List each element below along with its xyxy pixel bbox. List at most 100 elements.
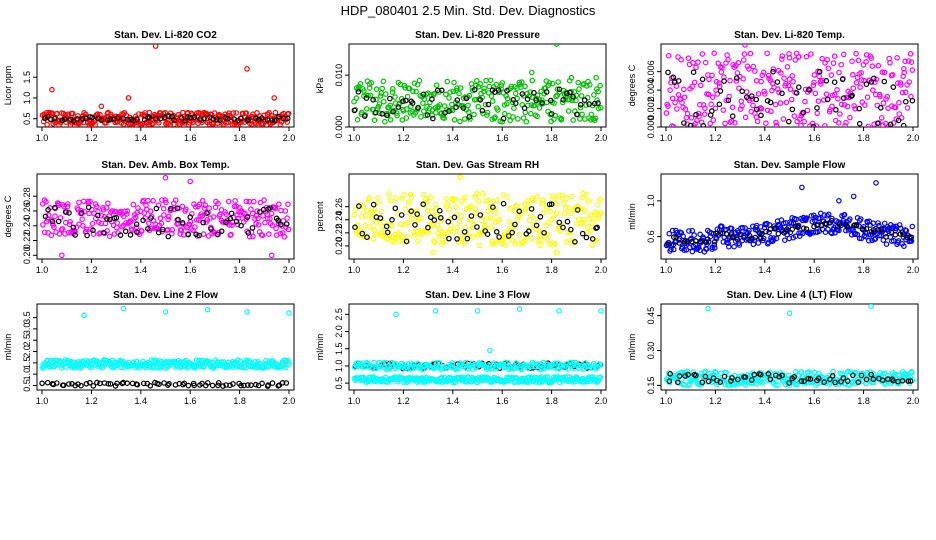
data-point [525, 228, 532, 235]
data-point [775, 382, 781, 388]
data-point [395, 104, 402, 110]
data-point [512, 100, 519, 107]
outlier-point [187, 178, 194, 185]
data-point [454, 85, 460, 91]
data-point [800, 225, 807, 232]
data-point [880, 237, 887, 243]
data-point [791, 374, 797, 380]
data-point [792, 223, 799, 230]
data-point [743, 94, 750, 100]
data-point [513, 203, 520, 209]
data-point [518, 79, 525, 85]
data-point [734, 376, 741, 383]
data-point [908, 369, 915, 376]
data-point [353, 360, 360, 367]
data-point [105, 200, 111, 207]
data-point [125, 116, 131, 123]
x-tick-label: 1.4 [447, 133, 460, 143]
data-point [755, 91, 762, 97]
series-2.5-min-std-dev [351, 306, 604, 386]
plot-frame [660, 43, 919, 128]
data-point [284, 115, 291, 122]
x-tick-label: 1.0 [36, 396, 49, 406]
data-point [278, 207, 284, 214]
data-point [425, 224, 431, 231]
data-point [842, 123, 848, 127]
data-point [679, 99, 685, 106]
data-point [878, 227, 885, 233]
outlier-point [286, 310, 292, 316]
data-point [47, 116, 54, 123]
data-point [412, 222, 418, 228]
points-group [663, 180, 916, 255]
data-point [480, 88, 487, 95]
data-point [356, 203, 362, 209]
data-point [210, 214, 217, 220]
data-point [555, 79, 562, 85]
data-point [451, 117, 458, 123]
data-point [283, 380, 290, 386]
data-point [699, 379, 706, 386]
data-point [449, 107, 456, 114]
data-point [389, 86, 396, 92]
data-point [700, 234, 706, 241]
data-point [59, 226, 66, 232]
data-point [702, 373, 709, 380]
data-point [543, 89, 550, 95]
data-point [504, 95, 511, 102]
data-point [709, 72, 715, 79]
data-point [86, 210, 92, 217]
data-point [397, 221, 404, 228]
data-point [758, 235, 764, 242]
y-axis-label: percent [315, 201, 325, 232]
y-tick-label: 2.0 [22, 345, 32, 358]
data-point [489, 241, 496, 248]
data-point [165, 233, 172, 240]
data-point [79, 216, 86, 223]
y-tick-label: 0.26 [22, 202, 32, 220]
data-point [663, 110, 670, 116]
data-point [907, 50, 914, 57]
x-tick-label: 1.4 [135, 265, 148, 275]
data-point [847, 114, 853, 121]
data-point [107, 116, 114, 123]
data-point [586, 101, 593, 107]
data-point [696, 101, 703, 108]
data-point [230, 110, 237, 116]
data-point [534, 113, 540, 120]
data-point [183, 206, 189, 213]
data-point [710, 117, 717, 123]
data-point [458, 213, 465, 219]
data-point [789, 73, 796, 79]
data-point [666, 230, 673, 237]
data-point [909, 223, 916, 230]
data-point [134, 229, 140, 236]
data-point [175, 216, 181, 223]
data-point [688, 115, 695, 121]
data-point [255, 222, 262, 228]
data-point [831, 79, 838, 86]
data-point [581, 207, 588, 214]
outlier-point [58, 252, 65, 259]
data-point [368, 80, 375, 86]
data-point [806, 87, 812, 93]
data-point [682, 373, 688, 379]
data-point [104, 117, 111, 123]
data-point [666, 378, 673, 384]
data-point [493, 229, 500, 235]
data-point [283, 221, 290, 227]
data-point [849, 58, 855, 65]
data-point [757, 230, 763, 237]
data-point [83, 380, 90, 387]
data-point [366, 195, 373, 201]
data-point [511, 105, 517, 112]
data-point [669, 95, 676, 102]
data-point [686, 228, 692, 234]
data-point [836, 221, 843, 227]
data-point [542, 222, 549, 229]
data-point [669, 123, 675, 127]
data-point [840, 217, 847, 224]
outlier-point [799, 184, 805, 191]
data-point [577, 116, 583, 122]
data-point [275, 113, 282, 120]
